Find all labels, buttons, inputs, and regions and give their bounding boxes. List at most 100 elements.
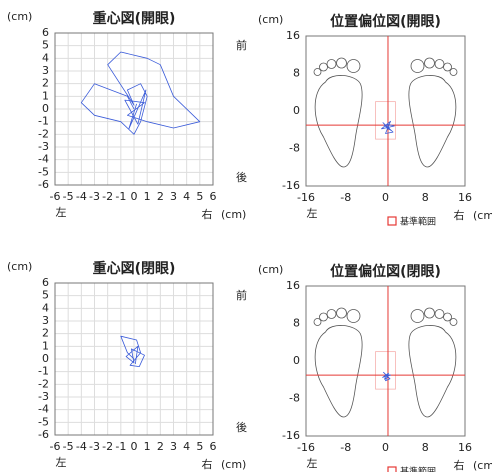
x-unit: (cm) [221,208,246,221]
x-unit: (cm) [473,459,492,472]
legend-swatch [387,216,397,226]
y-tick-label: -16 [282,429,300,442]
x-tick-label: 4 [183,190,190,203]
y-tick-label: 3 [42,314,49,327]
right-label: 右 [202,207,213,221]
right-label: 右 [454,458,465,472]
y-tick-label: 16 [286,279,300,292]
left-label: 左 [56,456,67,469]
y-tick-label: -4 [38,153,49,166]
y-tick-label: -4 [38,403,49,416]
x-tick-label: 2 [157,440,164,453]
left-label: 左 [307,207,318,220]
x-tick-label: -5 [63,440,74,453]
y-tick-label: 4 [42,51,49,64]
x-tick-label: -6 [50,190,61,203]
y-tick-label: 16 [286,29,300,42]
x-tick-label: -8 [340,191,351,204]
x-tick-label: -16 [297,191,315,204]
x-tick-label: 5 [196,440,203,453]
x-tick-label: 0 [131,440,138,453]
x-tick-label: -1 [115,190,126,203]
y-tick-label: 8 [293,67,300,80]
x-unit: (cm) [473,209,492,222]
y-unit: (cm) [7,10,32,23]
y-tick-label: 6 [42,26,49,39]
y-tick-label: -1 [38,365,49,378]
y-tick-label: -3 [38,390,49,403]
x-tick-label: 1 [144,440,151,453]
legend-label: 基準範囲 [400,466,436,472]
x-tick-label: -1 [115,440,126,453]
sway-trajectory [80,51,201,135]
plot-frame [305,35,466,187]
plot-frame [305,285,466,437]
front-label: 前 [236,38,247,52]
x-tick-label: -6 [50,440,61,453]
x-tick-label: 8 [422,191,429,204]
x-tick-label: 4 [183,440,190,453]
x-tick-label: 6 [210,190,217,203]
sway-trajectory [381,120,395,134]
y-tick-label: 0 [293,104,300,117]
sway-trajectory [120,335,145,367]
x-tick-label: -3 [89,190,100,203]
y-tick-label: 1 [42,339,49,352]
legend-swatch [387,466,397,472]
x-tick-label: 8 [422,441,429,454]
plot-frame [54,282,214,436]
y-tick-label: 2 [42,327,49,340]
y-tick-label: 8 [293,317,300,330]
y-tick-label: -1 [38,115,49,128]
y-tick-label: -2 [38,127,49,140]
back-label: 後 [236,170,247,184]
y-tick-label: 1 [42,89,49,102]
chart-title: 位置偏位図(開眼) [330,13,441,30]
x-tick-label: 0 [382,441,389,454]
y-tick-label: -2 [38,377,49,390]
x-tick-label: 0 [131,190,138,203]
x-tick-label: 16 [458,441,472,454]
y-tick-label: 0 [42,352,49,365]
x-tick-label: -2 [102,190,113,203]
y-unit: (cm) [7,260,32,273]
y-tick-label: -6 [38,178,49,191]
right-label: 右 [202,457,213,471]
feet-outline [313,57,458,168]
y-tick-label: -6 [38,428,49,441]
chart-title: 位置偏位図(閉眼) [330,263,441,280]
y-tick-label: -3 [38,140,49,153]
reference-range [375,351,396,390]
x-tick-label: 3 [170,190,177,203]
back-label: 後 [236,420,247,434]
y-tick-label: -8 [289,392,300,405]
x-tick-label: 16 [458,191,472,204]
y-tick-label: 2 [42,77,49,90]
plot-frame [54,32,214,186]
x-tick-label: 1 [144,190,151,203]
x-tick-label: -4 [76,190,87,203]
y-tick-label: 0 [293,354,300,367]
y-unit: (cm) [258,13,283,26]
y-tick-label: 4 [42,301,49,314]
y-tick-label: -16 [282,179,300,192]
x-tick-label: 2 [157,190,164,203]
y-tick-label: 5 [42,289,49,302]
x-tick-label: 5 [196,190,203,203]
x-tick-label: -16 [297,441,315,454]
y-tick-label: 0 [42,102,49,115]
y-tick-label: -8 [289,142,300,155]
x-tick-label: -8 [340,441,351,454]
y-tick-label: -5 [38,415,49,428]
chart-title: 重心図(閉眼) [93,260,176,277]
y-tick-label: 3 [42,64,49,77]
reference-range [375,101,396,140]
x-tick-label: 6 [210,440,217,453]
y-tick-label: -5 [38,165,49,178]
x-tick-label: -2 [102,440,113,453]
front-label: 前 [236,288,247,302]
x-unit: (cm) [221,458,246,471]
x-tick-label: -3 [89,440,100,453]
x-tick-label: 3 [170,440,177,453]
